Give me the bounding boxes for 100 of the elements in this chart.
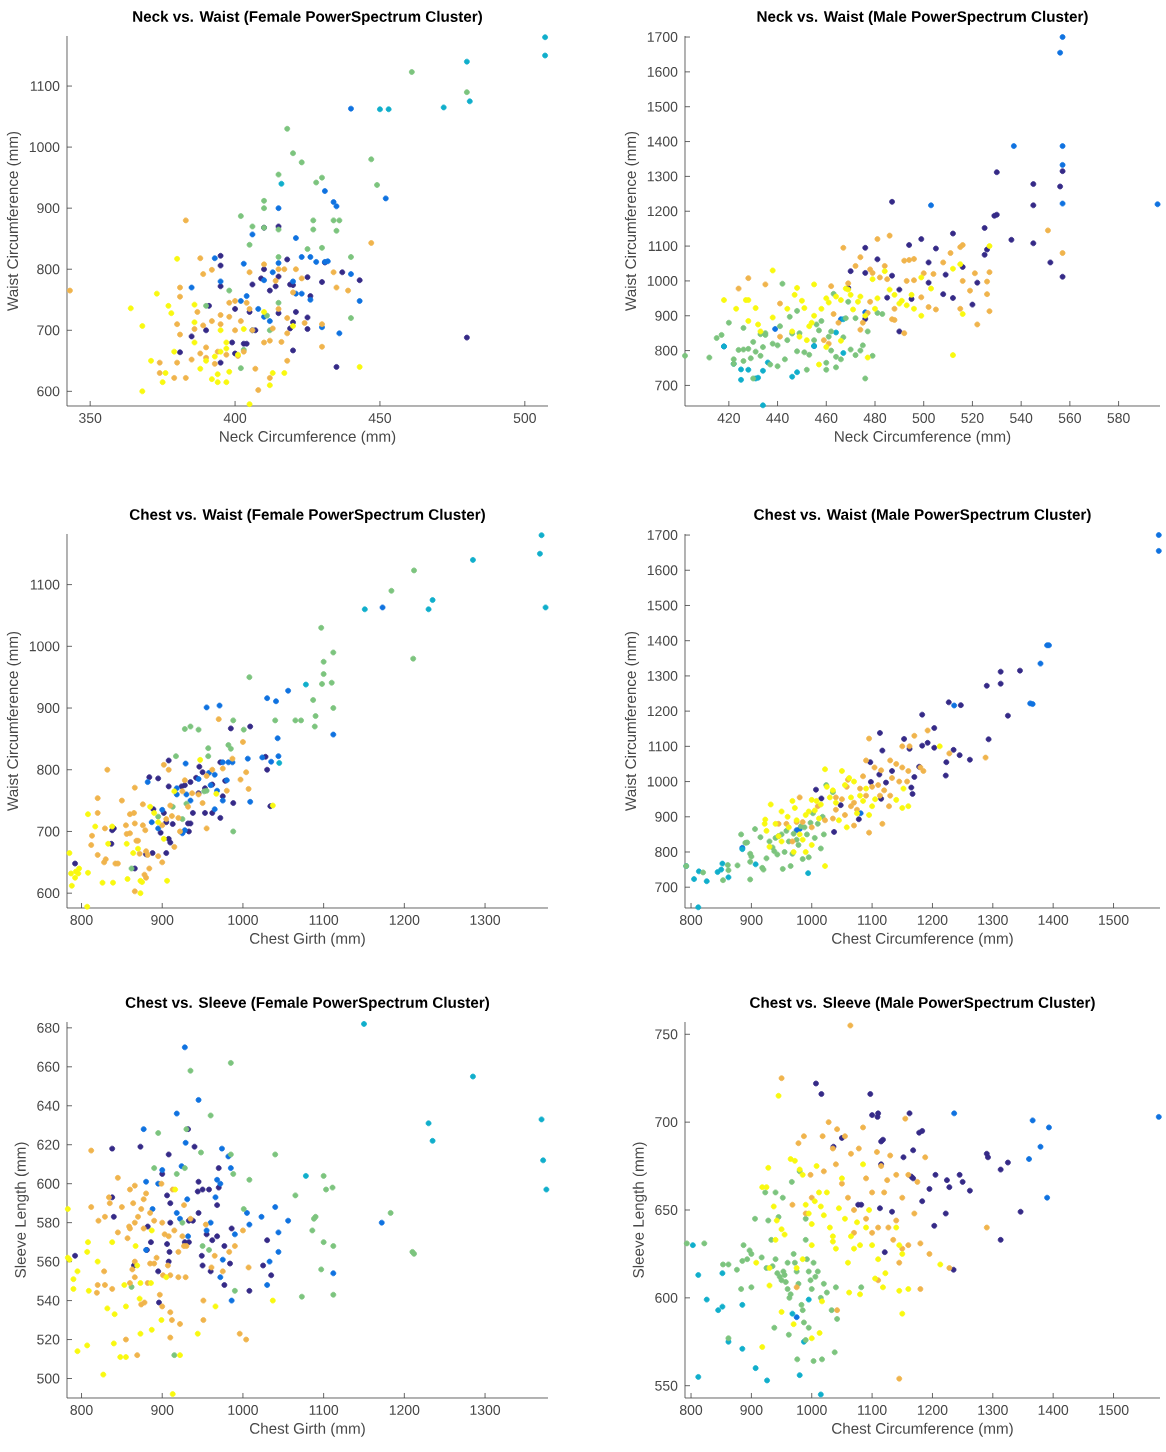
y-axis-title: Waist Circumference (mm) bbox=[6, 631, 22, 812]
x-tick-label: 800 bbox=[679, 915, 703, 925]
x-tick-label: 460 bbox=[814, 413, 838, 423]
y-axis-title: Waist Circumference (mm) bbox=[624, 631, 640, 812]
y-tick-label: 900 bbox=[655, 811, 678, 822]
y-tick-label: 1700 bbox=[647, 32, 678, 42]
y-axis-title: Waist Circumference (mm) bbox=[6, 131, 22, 312]
y-tick-label: 550 bbox=[655, 1380, 678, 1391]
x-tick-label: 1100 bbox=[309, 915, 339, 925]
x-tick-label: 450 bbox=[368, 413, 392, 423]
x-tick-label: 500 bbox=[513, 413, 536, 423]
y-tick-label: 1500 bbox=[647, 600, 678, 611]
y-tick-label: 1500 bbox=[647, 101, 678, 112]
y-tick-label: 650 bbox=[655, 1205, 678, 1215]
y-tick-label: 700 bbox=[37, 325, 60, 336]
x-axis-title: Neck Circumference (mm) bbox=[835, 430, 1011, 445]
y-tick-label: 700 bbox=[655, 882, 678, 893]
y-tick-label: 1200 bbox=[647, 706, 678, 717]
x-tick-label: 1000 bbox=[228, 1405, 258, 1415]
y-tick-label: 1400 bbox=[647, 635, 678, 646]
x-tick-label: 1500 bbox=[1099, 915, 1129, 925]
y-tick-label: 680 bbox=[37, 1022, 60, 1033]
x-tick-label: 800 bbox=[679, 1405, 703, 1415]
y-tick-label: 1700 bbox=[647, 530, 678, 540]
x-tick-label: 540 bbox=[1010, 413, 1033, 423]
y-tick-label: 600 bbox=[655, 1292, 678, 1303]
chart-title: Chest vs. Waist (Female PowerSpectrum Cluster) bbox=[129, 508, 485, 523]
y-axis-title: Sleeve Length (mm) bbox=[14, 1142, 29, 1278]
y-tick-label: 1100 bbox=[30, 81, 60, 91]
x-tick-label: 1000 bbox=[797, 915, 827, 925]
x-tick-label: 480 bbox=[863, 413, 887, 423]
y-tick-label: 600 bbox=[37, 386, 60, 397]
x-tick-label: 900 bbox=[151, 1405, 174, 1415]
x-tick-label: 900 bbox=[740, 915, 763, 925]
y-tick-label: 580 bbox=[37, 1217, 60, 1228]
x-tick-label: 520 bbox=[961, 413, 984, 423]
x-axis-title: Neck Circumference (mm) bbox=[220, 430, 396, 445]
y-tick-label: 1100 bbox=[648, 241, 678, 252]
x-tick-label: 580 bbox=[1107, 413, 1130, 423]
x-axis-title: Chest Girth (mm) bbox=[250, 1422, 365, 1437]
x-tick-label: 1100 bbox=[309, 1405, 339, 1415]
x-axis-title: Chest Circumference (mm) bbox=[832, 932, 1013, 947]
x-tick-label: 1000 bbox=[228, 915, 258, 925]
y-tick-label: 900 bbox=[37, 203, 60, 214]
y-tick-label: 700 bbox=[37, 826, 60, 837]
x-tick-label: 1300 bbox=[978, 915, 1008, 925]
x-tick-label: 1200 bbox=[917, 1405, 948, 1415]
y-tick-label: 520 bbox=[37, 1334, 60, 1345]
y-tick-label: 1000 bbox=[29, 641, 60, 652]
y-tick-label: 1200 bbox=[647, 206, 678, 217]
y-axis-title: Waist Circumference (mm) bbox=[624, 131, 640, 312]
x-tick-label: 400 bbox=[223, 413, 247, 423]
x-tick-label: 1100 bbox=[858, 915, 887, 925]
x-axis-title: Chest Circumference (mm) bbox=[832, 1422, 1013, 1437]
x-tick-label: 500 bbox=[912, 413, 935, 423]
x-tick-label: 1200 bbox=[917, 915, 948, 925]
x-axis-title: Chest Girth (mm) bbox=[250, 932, 365, 947]
y-tick-label: 560 bbox=[37, 1256, 60, 1267]
y-tick-label: 1000 bbox=[647, 275, 678, 286]
x-tick-label: 900 bbox=[740, 1405, 763, 1415]
y-tick-label: 1000 bbox=[29, 142, 60, 153]
y-tick-label: 900 bbox=[655, 310, 678, 321]
y-tick-label: 700 bbox=[655, 1117, 678, 1128]
chart-title: Neck vs. Waist (Female PowerSpectrum Cluster) bbox=[133, 10, 482, 25]
x-tick-label: 1400 bbox=[1038, 1405, 1069, 1415]
x-tick-label: 1000 bbox=[797, 1405, 827, 1415]
x-tick-label: 1500 bbox=[1099, 1405, 1129, 1415]
y-tick-label: 1600 bbox=[647, 66, 678, 77]
x-tick-label: 1300 bbox=[470, 1405, 501, 1415]
y-tick-label: 620 bbox=[37, 1139, 60, 1150]
y-tick-label: 1100 bbox=[30, 579, 60, 590]
y-tick-label: 640 bbox=[37, 1100, 60, 1111]
y-tick-label: 660 bbox=[37, 1061, 60, 1072]
y-tick-label: 800 bbox=[37, 264, 60, 275]
chart-title: Chest vs. Waist (Male PowerSpectrum Cluster) bbox=[754, 508, 1091, 523]
x-tick-label: 350 bbox=[79, 413, 102, 423]
y-tick-label: 800 bbox=[37, 764, 60, 775]
x-tick-label: 1300 bbox=[978, 1405, 1008, 1415]
x-tick-label: 1200 bbox=[389, 1405, 420, 1415]
x-tick-label: 1100 bbox=[858, 1405, 887, 1415]
y-tick-label: 1300 bbox=[647, 670, 678, 681]
chart-title: Chest vs. Sleeve (Female PowerSpectrum Cluster) bbox=[125, 996, 490, 1011]
y-tick-label: 900 bbox=[37, 703, 60, 713]
x-tick-label: 440 bbox=[766, 413, 789, 423]
y-tick-label: 1100 bbox=[648, 741, 678, 752]
y-tick-label: 540 bbox=[37, 1295, 60, 1306]
y-tick-label: 1000 bbox=[647, 776, 678, 787]
x-tick-label: 800 bbox=[70, 1405, 93, 1415]
y-axis-title: Sleeve Length (mm) bbox=[632, 1142, 647, 1278]
chart-title: Chest vs. Sleeve (Male PowerSpectrum Cluster) bbox=[750, 996, 1095, 1011]
chart-title: Neck vs. Waist (Male PowerSpectrum Cluster) bbox=[757, 10, 1088, 25]
y-tick-label: 1300 bbox=[647, 171, 678, 182]
y-tick-label: 700 bbox=[655, 380, 678, 391]
x-tick-label: 1400 bbox=[1038, 915, 1069, 925]
x-tick-label: 900 bbox=[151, 915, 174, 925]
y-tick-label: 800 bbox=[655, 345, 678, 356]
x-tick-label: 1200 bbox=[389, 915, 420, 925]
x-tick-label: 1300 bbox=[470, 915, 501, 925]
x-tick-label: 560 bbox=[1058, 413, 1081, 423]
y-tick-label: 600 bbox=[37, 888, 60, 899]
